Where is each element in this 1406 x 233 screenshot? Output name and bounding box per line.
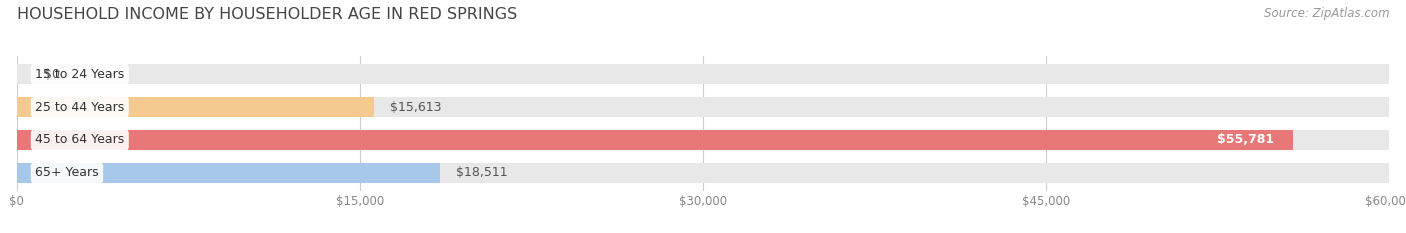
Bar xyxy=(17,163,1389,183)
Text: 45 to 64 Years: 45 to 64 Years xyxy=(35,134,124,147)
Bar xyxy=(17,130,1389,150)
Text: $0: $0 xyxy=(45,68,60,81)
Text: Source: ZipAtlas.com: Source: ZipAtlas.com xyxy=(1264,7,1389,20)
Text: $18,511: $18,511 xyxy=(456,166,508,179)
Text: $15,613: $15,613 xyxy=(389,100,441,113)
Text: 15 to 24 Years: 15 to 24 Years xyxy=(35,68,124,81)
Bar xyxy=(17,163,440,183)
Bar xyxy=(17,97,374,117)
Text: $55,781: $55,781 xyxy=(1218,134,1274,147)
Text: 65+ Years: 65+ Years xyxy=(35,166,98,179)
Bar xyxy=(17,97,1389,117)
Bar xyxy=(17,64,1389,84)
Bar xyxy=(17,130,1292,150)
Text: 25 to 44 Years: 25 to 44 Years xyxy=(35,100,124,113)
Text: HOUSEHOLD INCOME BY HOUSEHOLDER AGE IN RED SPRINGS: HOUSEHOLD INCOME BY HOUSEHOLDER AGE IN R… xyxy=(17,7,517,22)
